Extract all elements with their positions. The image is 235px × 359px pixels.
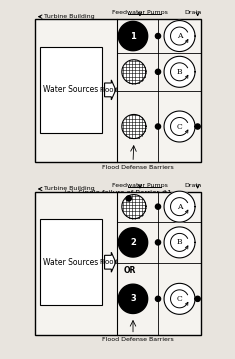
Polygon shape [126, 196, 131, 201]
Text: (a)  Single failure of Barrier #1: (a) Single failure of Barrier #1 [63, 190, 172, 196]
Text: Flood: Flood [99, 87, 118, 93]
Polygon shape [118, 228, 148, 257]
Polygon shape [164, 56, 195, 87]
Polygon shape [164, 227, 195, 258]
Text: Flood Defense Barriers: Flood Defense Barriers [102, 337, 174, 342]
Polygon shape [164, 111, 195, 142]
Text: Drain: Drain [184, 182, 201, 187]
Text: A: A [177, 32, 182, 40]
Polygon shape [118, 284, 148, 313]
FancyArrow shape [105, 252, 116, 272]
Text: OR: OR [123, 266, 136, 275]
Polygon shape [164, 283, 195, 314]
Text: Turbine Building: Turbine Building [44, 186, 95, 191]
Text: Flood Defense Barriers: Flood Defense Barriers [102, 165, 174, 170]
Polygon shape [122, 195, 146, 219]
Text: 1: 1 [130, 32, 136, 41]
Polygon shape [164, 20, 195, 52]
Text: 3: 3 [130, 294, 136, 303]
Polygon shape [195, 296, 200, 302]
Polygon shape [155, 296, 161, 302]
Polygon shape [126, 24, 131, 29]
Bar [40, 219, 102, 305]
Polygon shape [122, 115, 146, 139]
Text: Feedwater Pumps: Feedwater Pumps [112, 182, 168, 187]
Polygon shape [122, 60, 146, 84]
Polygon shape [155, 33, 161, 39]
Polygon shape [155, 240, 161, 245]
Text: C: C [177, 295, 182, 303]
Text: Flood: Flood [99, 259, 118, 265]
Text: A: A [177, 202, 182, 211]
Text: Turbine Building: Turbine Building [44, 14, 95, 19]
Text: B: B [177, 238, 182, 246]
Polygon shape [195, 124, 200, 129]
Text: Water Sources: Water Sources [43, 85, 99, 94]
Text: 2: 2 [130, 238, 136, 247]
Text: Water Sources: Water Sources [43, 258, 99, 267]
Text: Feedwater Pumps: Feedwater Pumps [112, 10, 168, 15]
Polygon shape [155, 204, 161, 209]
Text: Drain: Drain [184, 10, 201, 15]
Polygon shape [155, 124, 161, 129]
Polygon shape [164, 191, 195, 222]
Bar [40, 47, 102, 133]
Text: C: C [177, 122, 182, 131]
Bar [35, 192, 201, 335]
Bar [35, 19, 201, 162]
Text: B: B [177, 68, 182, 76]
Polygon shape [155, 69, 161, 74]
FancyArrow shape [105, 80, 116, 100]
Polygon shape [118, 22, 148, 51]
